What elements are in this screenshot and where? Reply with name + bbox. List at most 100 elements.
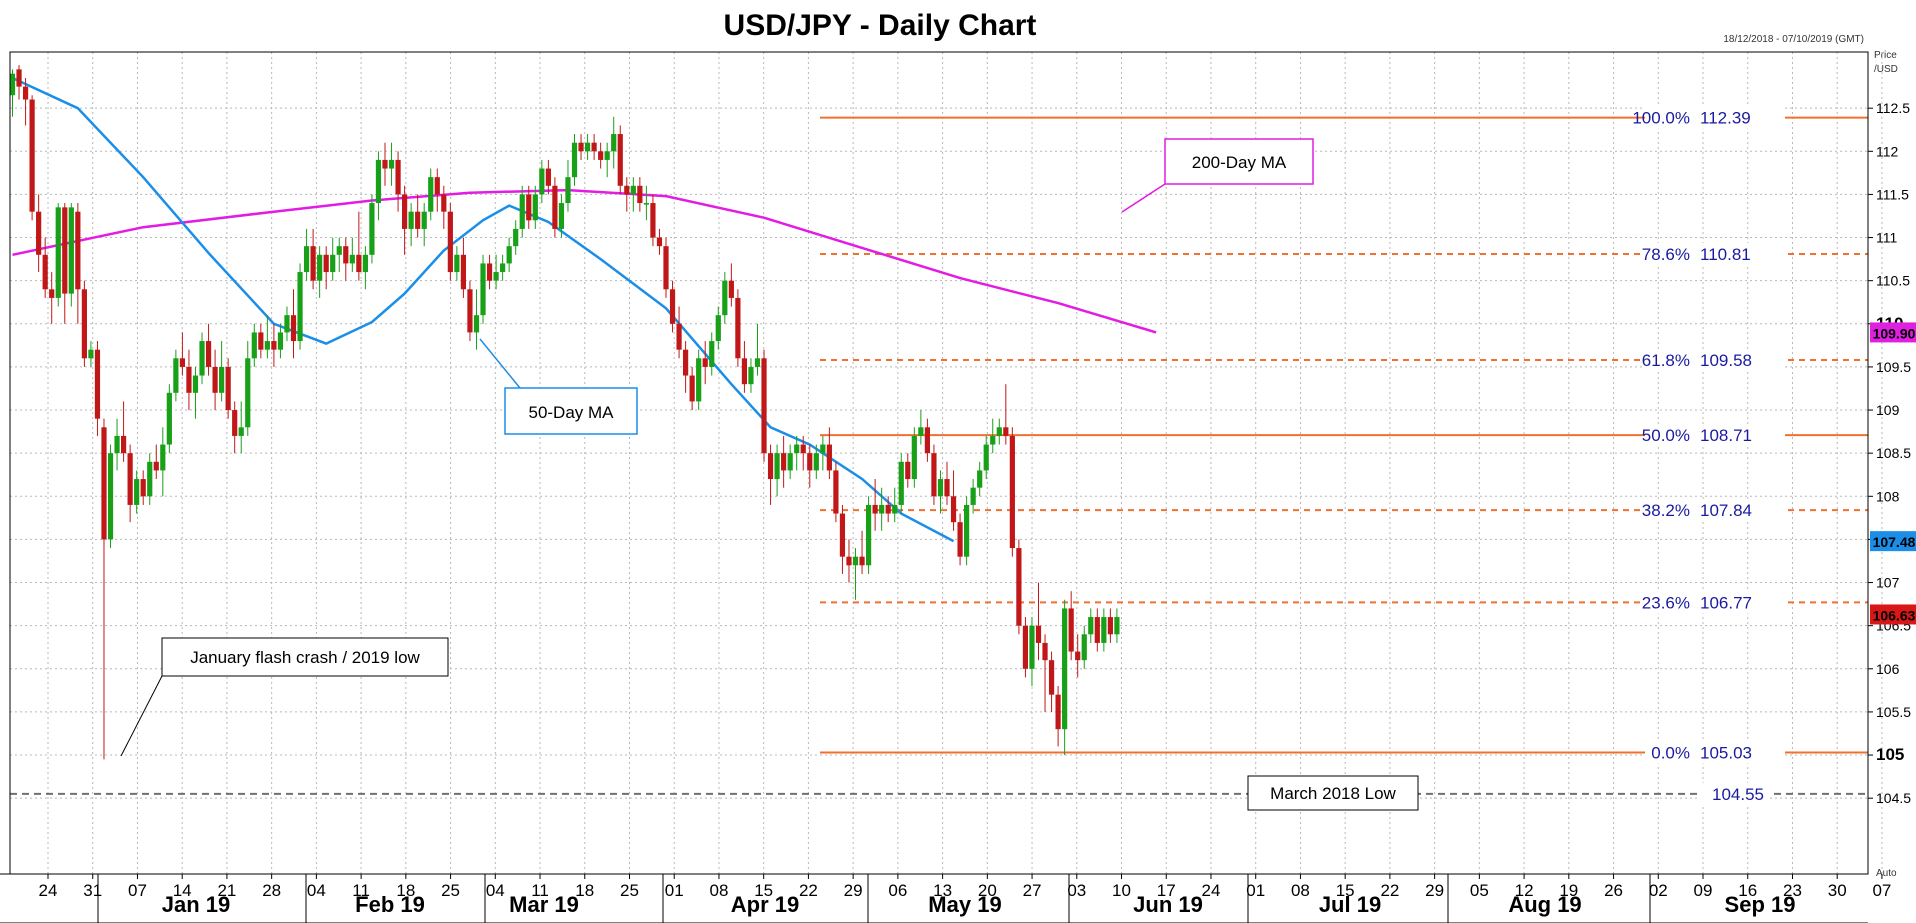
candle-body	[225, 366, 231, 411]
candle-body	[767, 453, 774, 480]
candle-body	[330, 254, 336, 273]
candle-body	[232, 410, 238, 436]
candle-body	[16, 69, 22, 87]
x-tick-label: 15	[1336, 881, 1355, 900]
candle-body	[258, 332, 264, 350]
candle-body	[931, 453, 937, 497]
candle-body	[513, 228, 519, 247]
candle-body	[506, 246, 512, 264]
y-tick-label: 111.5	[1876, 186, 1909, 202]
candle-body	[970, 487, 976, 505]
candle-body	[271, 341, 277, 350]
candle-body	[663, 246, 669, 290]
fib-value: 109.58	[1700, 351, 1752, 370]
fib-value: 110.81	[1700, 245, 1751, 264]
candle-body	[1101, 617, 1107, 643]
ma200-label-pointer	[1121, 183, 1166, 213]
month-label: Aug 19	[1508, 892, 1581, 917]
candle-body	[898, 461, 904, 505]
candle-body	[761, 358, 767, 454]
ma50-label-box	[504, 387, 638, 435]
x-tick-label: 07	[128, 881, 147, 900]
candle-body	[434, 177, 440, 195]
candle-body	[36, 211, 42, 255]
candle-body	[519, 194, 525, 229]
candle-body	[852, 556, 859, 566]
x-tick-label: 02	[1649, 881, 1668, 900]
x-tick-label: 08	[1291, 881, 1310, 900]
candle-body	[526, 194, 532, 221]
candle-body	[402, 194, 408, 229]
x-tick-label: 30	[1828, 881, 1847, 900]
candle-body	[754, 358, 761, 367]
march-2018-low-text: March 2018 Low	[1270, 784, 1396, 803]
candle-body	[303, 246, 310, 273]
candle-body	[735, 297, 741, 359]
price-tag-label: 107.48	[1873, 534, 1916, 550]
x-tick-label: 29	[844, 881, 863, 900]
x-tick-label: 17	[1157, 881, 1176, 900]
x-tick-label: 22	[799, 881, 818, 900]
candle-body	[179, 358, 186, 367]
x-tick-label: 08	[709, 881, 728, 900]
candle-body	[624, 185, 630, 195]
x-tick-label: 13	[933, 881, 952, 900]
month-label: Feb 19	[355, 892, 425, 917]
candle-body	[42, 254, 48, 290]
x-tick-label: 24	[1202, 881, 1221, 900]
candle-body	[127, 453, 133, 505]
x-tick-label: 10	[1112, 881, 1131, 900]
month-label: Jun 19	[1133, 892, 1203, 917]
candle-body	[62, 207, 68, 294]
candle-body	[728, 280, 734, 298]
fib-value: 112.39	[1700, 109, 1751, 128]
candle-body	[683, 349, 689, 376]
candle-body	[879, 504, 885, 514]
x-tick-label: 04	[486, 881, 505, 900]
candle-body	[598, 151, 604, 160]
candle-body	[545, 168, 551, 186]
candle-body	[800, 444, 806, 454]
candle-body	[219, 366, 225, 393]
candle-body	[846, 556, 852, 566]
x-tick-label: 06	[888, 881, 907, 900]
candle-body	[107, 453, 114, 540]
candle-body	[911, 435, 917, 480]
candle-body	[1094, 617, 1100, 643]
date-range-text: 18/12/2018 - 07/10/2019 (GMT)	[1723, 34, 1864, 45]
candle-body	[192, 375, 199, 393]
y-tick-label: 109.5	[1876, 359, 1911, 375]
y-tick-label: 112.5	[1876, 100, 1910, 116]
candle-body	[369, 203, 375, 255]
candle-body	[205, 341, 212, 367]
candle-body	[539, 168, 545, 195]
price-tag-label: 109.90	[1873, 325, 1916, 341]
fib-label-bg	[1645, 591, 1785, 614]
price-unit-label: Price	[1874, 50, 1897, 61]
candle-body	[323, 254, 329, 273]
candle-body	[277, 332, 284, 350]
candle-body	[343, 246, 349, 264]
candle-body	[944, 479, 950, 497]
candle-body	[826, 444, 832, 471]
y-tick-label: 109	[1876, 402, 1900, 418]
auto-scale-label[interactable]: Auto	[1876, 868, 1897, 879]
candle-body	[937, 479, 944, 497]
x-tick-label: 22	[1380, 881, 1399, 900]
candle-body	[702, 358, 708, 367]
y-tick-label: 112	[1876, 143, 1899, 159]
candle-body	[924, 427, 930, 454]
y-tick-label: 107	[1876, 575, 1900, 591]
y-tick-label: 108.5	[1876, 445, 1911, 461]
candle-body	[656, 237, 663, 247]
chart-title: USD/JPY - Daily Chart	[724, 9, 1037, 42]
fib-label-bg	[1645, 349, 1785, 372]
candle-body	[408, 211, 414, 229]
candle-body	[290, 315, 297, 342]
x-tick-label: 11	[531, 881, 549, 900]
x-tick-label: 26	[1604, 881, 1623, 900]
candle-body	[774, 453, 780, 480]
candle-body	[375, 159, 382, 204]
candle-body	[676, 323, 682, 350]
fib-percent: 50.0%	[1642, 426, 1690, 445]
